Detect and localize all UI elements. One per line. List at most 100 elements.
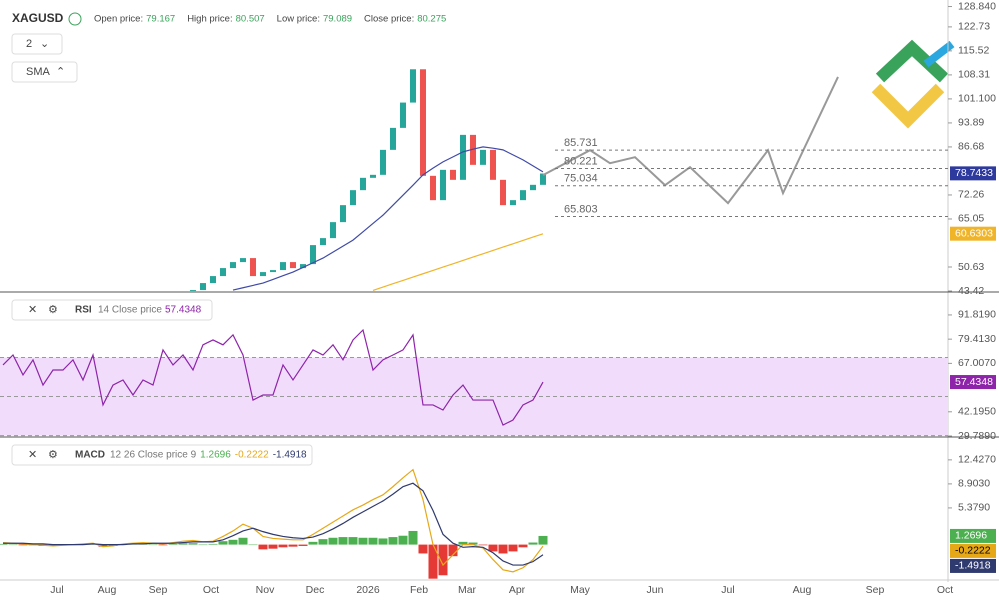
legend-value: 1.2696 bbox=[200, 450, 231, 461]
moving-average bbox=[232, 146, 544, 291]
macd-legend-box bbox=[11, 444, 313, 466]
y-tick-label: 65.05 bbox=[958, 213, 984, 225]
legend-params: 14 Close price bbox=[98, 305, 162, 316]
legend-params: 12 26 Close price 9 bbox=[110, 450, 197, 461]
x-tick-label: Feb bbox=[410, 584, 428, 596]
histogram-bar bbox=[408, 530, 418, 545]
histogram-bar bbox=[528, 542, 538, 545]
histogram-bar bbox=[468, 542, 478, 545]
histogram-bar bbox=[458, 541, 468, 545]
macd-line bbox=[3, 482, 544, 566]
legend-value: -1.4918 bbox=[273, 450, 307, 461]
x-tick-label: Dec bbox=[306, 584, 325, 596]
histogram-bar bbox=[0, 543, 8, 545]
candle bbox=[390, 127, 396, 150]
price-tag bbox=[950, 543, 996, 558]
y-tick-label: 43.42 bbox=[958, 285, 984, 297]
level-label: 65.803 bbox=[564, 203, 598, 215]
logo bbox=[871, 39, 955, 129]
candle bbox=[380, 149, 386, 175]
x-tick-label: Aug bbox=[793, 584, 812, 596]
legend-title: MACD bbox=[75, 450, 105, 461]
y-tick-label: 12.4270 bbox=[958, 454, 996, 466]
forecast-line bbox=[542, 76, 839, 205]
level-label: 75.034 bbox=[564, 173, 598, 185]
x-tick-label: Oct bbox=[937, 584, 953, 596]
legend-value: -0.2222 bbox=[235, 450, 269, 461]
price-tag bbox=[950, 166, 996, 181]
histogram-bar bbox=[348, 537, 358, 545]
field-label: Close price: bbox=[364, 14, 414, 25]
clock-icon[interactable] bbox=[68, 12, 82, 26]
histogram-bar bbox=[448, 544, 458, 557]
price-tag-label: -1.4918 bbox=[955, 560, 991, 572]
x-tick-label: Jul bbox=[50, 584, 63, 596]
price-tag bbox=[950, 375, 996, 390]
candle bbox=[190, 290, 196, 292]
field-label: High price: bbox=[187, 14, 232, 25]
candle bbox=[440, 169, 446, 201]
candle bbox=[480, 149, 486, 165]
price-tag-label: 78.7433 bbox=[955, 167, 993, 179]
rsi-line bbox=[2, 328, 544, 426]
histogram-bar bbox=[188, 543, 198, 545]
histogram-bar bbox=[208, 543, 218, 545]
price-tag bbox=[950, 558, 996, 573]
settings-icon[interactable]: ⚙ bbox=[48, 304, 58, 316]
histogram-bar bbox=[8, 544, 18, 546]
candle bbox=[490, 149, 496, 180]
rsi-band bbox=[0, 357, 948, 436]
interval: 2 bbox=[26, 38, 32, 50]
symbol: XAGUSD bbox=[12, 11, 64, 25]
y-tick-label: 50.63 bbox=[958, 261, 984, 273]
candle bbox=[280, 262, 286, 271]
macd-line bbox=[2, 468, 544, 573]
candle bbox=[290, 262, 296, 269]
chevron: ⌃ bbox=[56, 66, 65, 78]
histogram-bar bbox=[498, 544, 508, 554]
histogram-bar bbox=[518, 544, 528, 548]
candle bbox=[450, 169, 456, 180]
candle bbox=[210, 276, 216, 284]
moving-average bbox=[372, 233, 544, 291]
histogram-bar bbox=[148, 544, 158, 546]
close-icon[interactable]: ✕ bbox=[28, 449, 37, 461]
level-label: 85.731 bbox=[564, 137, 598, 149]
indicator-select[interactable] bbox=[11, 61, 78, 83]
histogram-bar bbox=[168, 543, 178, 545]
histogram-bar bbox=[18, 544, 28, 546]
histogram-bar bbox=[298, 544, 308, 546]
y-tick-label: 8.9030 bbox=[958, 478, 990, 490]
candle bbox=[330, 222, 336, 239]
candle bbox=[420, 69, 426, 176]
indicator: SMA bbox=[26, 66, 51, 78]
y-tick-label: 67.0070 bbox=[958, 357, 996, 369]
histogram-bar bbox=[198, 544, 208, 546]
histogram-bar bbox=[398, 535, 408, 545]
candle bbox=[340, 205, 346, 223]
candle bbox=[370, 174, 376, 178]
histogram-bar bbox=[158, 544, 168, 546]
legend-value: 57.4348 bbox=[165, 305, 202, 316]
histogram-bar bbox=[48, 544, 58, 546]
histogram-bar bbox=[278, 544, 288, 548]
histogram-bar bbox=[318, 539, 328, 545]
field-value: 79.089 bbox=[323, 14, 352, 25]
price-tag-label: -0.2222 bbox=[955, 545, 991, 557]
price-tag-label: 60.6303 bbox=[955, 227, 993, 239]
close-icon[interactable]: ✕ bbox=[28, 304, 37, 316]
histogram-bar bbox=[538, 535, 548, 545]
price-tag bbox=[950, 226, 996, 241]
y-tick-label: 128.840 bbox=[958, 0, 996, 12]
histogram-bar bbox=[478, 544, 488, 546]
candle bbox=[470, 134, 476, 165]
y-tick-label: 72.26 bbox=[958, 189, 984, 201]
histogram-bar bbox=[238, 537, 248, 545]
settings-icon[interactable]: ⚙ bbox=[48, 449, 58, 461]
candle bbox=[220, 268, 226, 277]
interval-select[interactable] bbox=[11, 33, 63, 55]
candle bbox=[410, 69, 416, 103]
histogram-bar bbox=[508, 544, 518, 552]
histogram-bar bbox=[178, 543, 188, 545]
